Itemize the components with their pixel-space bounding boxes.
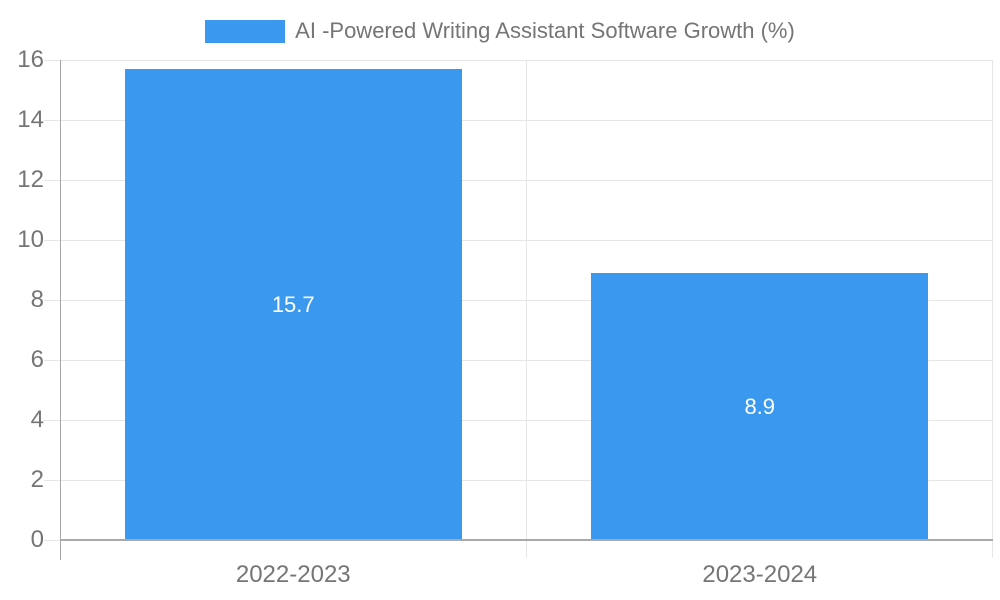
bar-value-label: 8.9 xyxy=(744,393,776,419)
gridline-y-2 xyxy=(44,479,993,481)
chart-legend: AI -Powered Writing Assistant Software G… xyxy=(0,17,1000,45)
gridline-y-12 xyxy=(44,179,993,181)
y-axis-tick-label: 6 xyxy=(30,346,44,373)
plot-area: 0 2 4 6 8 10 12 14 16 15.7 2022-2023 8.9 2023-2024 xyxy=(17,46,993,588)
legend-swatch xyxy=(205,19,286,43)
x-axis-line xyxy=(60,539,993,541)
gridline-y-6 xyxy=(44,359,993,361)
gridline-y-10 xyxy=(44,239,993,241)
y-axis-tick-label: 8 xyxy=(30,286,44,313)
bar-2023-2024[interactable] xyxy=(591,273,929,540)
y-axis-tick-label: 14 xyxy=(17,106,44,133)
x-axis-category-label: 2023-2024 xyxy=(702,561,818,588)
y-axis-tick-label: 0 xyxy=(30,526,44,553)
gridline-category-boundary xyxy=(526,60,527,558)
y-axis-tick-label: 12 xyxy=(17,166,44,193)
bar-2022-2023[interactable] xyxy=(124,69,462,540)
y-axis-tick-label: 2 xyxy=(30,466,44,493)
gridline-y-14 xyxy=(44,119,993,121)
gridline-y-4 xyxy=(44,419,993,421)
bar-value-label: 15.7 xyxy=(271,291,315,317)
legend-label: AI -Powered Writing Assistant Software G… xyxy=(295,18,795,43)
y-axis-tick-label: 16 xyxy=(17,46,44,73)
gridline-y-8 xyxy=(44,299,993,301)
y-axis-tick-label: 10 xyxy=(17,226,44,253)
x-axis-category-label: 2022-2023 xyxy=(235,561,351,588)
gridline-y-16 xyxy=(44,59,993,61)
y-axis-line xyxy=(60,60,61,560)
y-axis-tick-label: 4 xyxy=(30,406,44,433)
gridline-right-edge xyxy=(992,60,993,558)
